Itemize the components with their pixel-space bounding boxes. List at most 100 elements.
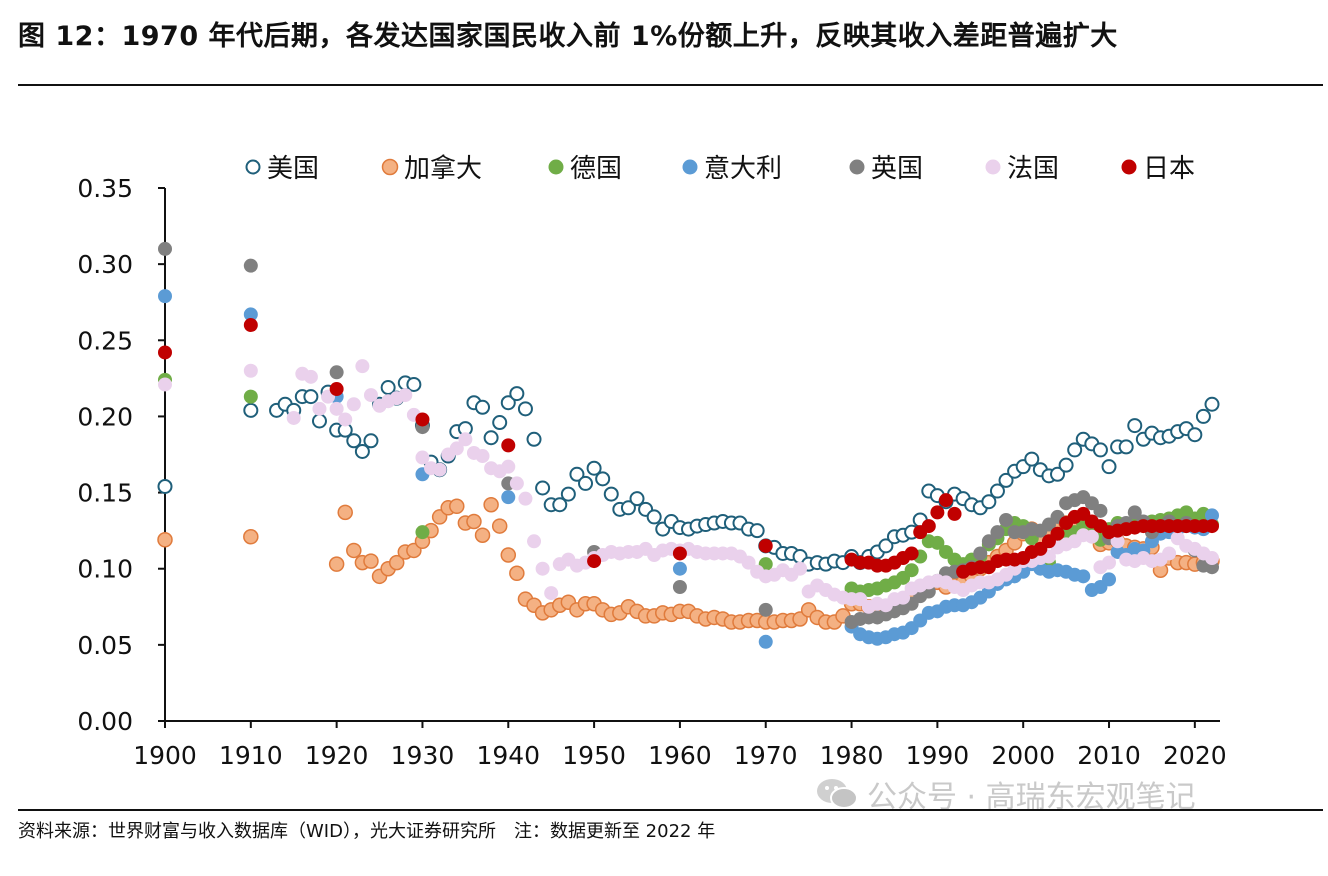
- data-point: [406, 376, 422, 392]
- data-point: [904, 546, 919, 561]
- data-point: [672, 579, 687, 594]
- data-point: [329, 382, 344, 397]
- data-point: [388, 554, 405, 571]
- legend-marker: [849, 159, 865, 175]
- x-axis: 1900 1910 1920 1930 1940 1950 1960 1970 1980 1990…: [133, 720, 1227, 770]
- data-point: [1205, 551, 1219, 566]
- x-tick-label: 1930: [391, 741, 455, 770]
- data-point: [500, 547, 517, 563]
- data-point: [458, 432, 473, 447]
- wechat-icon: [817, 779, 858, 809]
- data-point: [1058, 457, 1074, 473]
- x-tick-label: 1910: [219, 741, 283, 770]
- data-point: [921, 519, 936, 534]
- data-point: [449, 498, 465, 515]
- data-point: [930, 505, 945, 520]
- data-point: [741, 555, 756, 570]
- data-point: [509, 386, 525, 402]
- data-point: [758, 634, 773, 649]
- legend-marker: [1121, 159, 1137, 175]
- x-tick-label: 2000: [991, 741, 1055, 770]
- legend-label: 日本: [1143, 154, 1195, 184]
- x-tick-label: 1950: [562, 741, 626, 770]
- data-point: [672, 546, 687, 561]
- x-tick-label: 1960: [648, 741, 712, 770]
- legend-label: 法国: [1007, 154, 1059, 184]
- legend-label: 德国: [570, 154, 622, 184]
- legend-marker: [548, 159, 564, 175]
- data-point: [603, 486, 619, 502]
- data-point: [501, 490, 516, 505]
- data-point: [398, 388, 413, 403]
- y-tick-label: 0.35: [77, 174, 133, 203]
- data-point: [526, 431, 542, 447]
- data-point: [243, 528, 259, 545]
- data-point: [1067, 442, 1083, 458]
- source-note: 资料来源：世界财富与收入数据库（WID），光大证券研究所 注：数据更新至 202…: [18, 821, 716, 842]
- footer-divider: [18, 809, 1323, 811]
- y-tick-label: 0.15: [77, 479, 133, 508]
- data-point: [475, 449, 490, 464]
- data-point: [1162, 546, 1177, 561]
- data-point: [999, 512, 1014, 527]
- figure-title: 图 12：1970 年代后期，各发达国家国民收入前 1%份额上升，反映其收入差距…: [18, 21, 1118, 52]
- data-point: [329, 401, 344, 416]
- data-point: [1195, 408, 1211, 424]
- data-point: [998, 472, 1014, 488]
- data-point: [363, 388, 378, 403]
- legend-label: 加拿大: [404, 154, 482, 184]
- data-point: [415, 450, 430, 465]
- data-point: [544, 586, 559, 601]
- data-point: [518, 491, 533, 506]
- data-point: [491, 518, 508, 534]
- data-point: [243, 363, 258, 378]
- data-point: [1050, 526, 1065, 541]
- data-point: [449, 441, 464, 456]
- data-point: [509, 476, 524, 491]
- data-point: [1102, 555, 1117, 570]
- data-point: [527, 534, 542, 549]
- y-tick-label: 0.05: [77, 631, 133, 660]
- data-point: [157, 532, 173, 548]
- y-axis: 0.00 0.05 0.10 0.15 0.20 0.25 0.30 0.35: [77, 174, 166, 736]
- legend-marker: [985, 159, 1001, 175]
- y-tick-label: 0.30: [77, 250, 133, 279]
- data-point: [466, 513, 482, 530]
- data-point: [749, 523, 765, 539]
- data-point: [1127, 418, 1143, 434]
- data-point: [380, 379, 396, 395]
- data-point: [1102, 572, 1117, 587]
- data-point: [475, 399, 491, 415]
- data-point: [672, 561, 687, 576]
- data-point: [243, 307, 258, 322]
- y-tick-label: 0.20: [77, 402, 133, 431]
- data-point: [1101, 459, 1117, 475]
- data-point: [1204, 396, 1220, 412]
- data-point: [1093, 503, 1108, 518]
- x-tick-label: 1900: [133, 741, 197, 770]
- data-point: [346, 397, 361, 412]
- data-point: [243, 258, 258, 273]
- data-point: [1118, 439, 1134, 455]
- data-point: [501, 438, 516, 453]
- data-point: [620, 500, 636, 516]
- data-point: [758, 602, 773, 617]
- data-point: [338, 412, 353, 427]
- data-point: [758, 538, 773, 553]
- y-tick-label: 0.00: [77, 707, 133, 736]
- data-point: [311, 413, 327, 429]
- data-point: [552, 497, 568, 513]
- data-point: [474, 527, 491, 543]
- x-tick-label: 1940: [476, 741, 540, 770]
- data-point: [1187, 427, 1203, 443]
- data-point: [973, 546, 988, 561]
- data-point: [346, 542, 362, 559]
- title-divider: [18, 84, 1323, 86]
- data-point: [312, 401, 327, 416]
- data-point: [363, 433, 379, 449]
- data-point: [1024, 451, 1040, 467]
- data-point: [878, 538, 894, 554]
- data-point: [415, 525, 430, 540]
- legend: 美国 加拿大 德国 意大利 英国 法国 日本: [245, 154, 1195, 184]
